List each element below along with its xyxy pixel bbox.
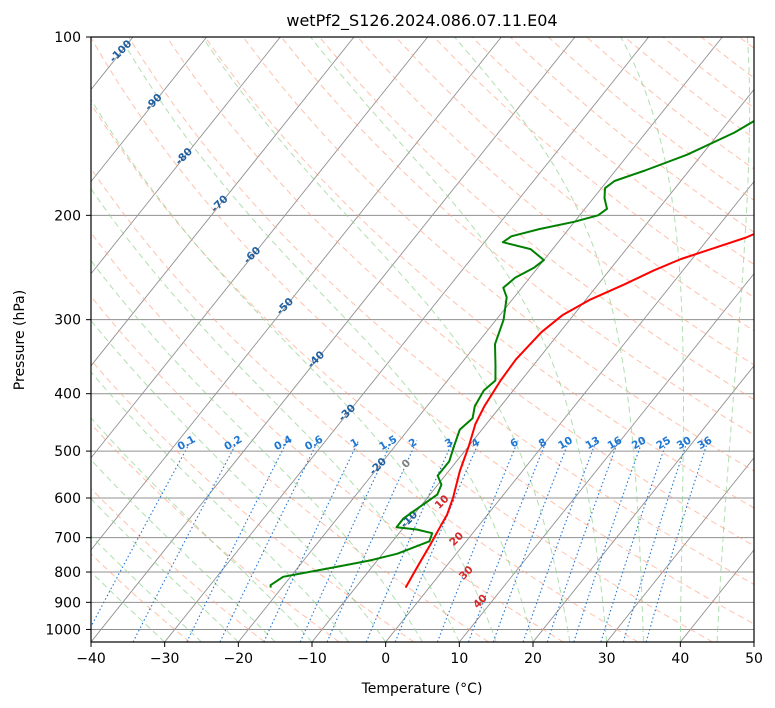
x-tick-label: −20 [224, 651, 254, 667]
dry-adiabat [128, 37, 754, 586]
moist-adiabat [91, 259, 423, 642]
dry-adiabat [91, 167, 639, 642]
moist-adiabat [454, 37, 644, 642]
isotherm-gridline [91, 37, 281, 275]
x-axis: −40 −30 −20 −10 0 10 20 30 40 50 [76, 642, 763, 667]
isotherm-gridline [606, 457, 754, 642]
moist-adiabat [91, 187, 460, 642]
isotherm-gridline [91, 37, 208, 183]
dry-adiabat [204, 37, 754, 509]
dry-adiabat [91, 37, 754, 625]
isotherm-gridline [91, 37, 502, 551]
background-lines [91, 37, 754, 642]
dry-adiabat [166, 37, 754, 547]
y-axis: 100 200 300 400 500 600 700 800 900 1000 [45, 30, 91, 638]
y-tick-label: 1000 [45, 622, 81, 638]
mixing-ratio-line [492, 440, 570, 642]
mixing-ratio-line [546, 440, 619, 642]
mixing-ratio-line [299, 440, 393, 642]
y-tick-label: 100 [54, 30, 81, 46]
dewpoint-profile [269, 119, 754, 588]
mixing-ratio-line [186, 440, 288, 642]
moist-adiabat [91, 498, 239, 642]
dry-adiabat [91, 553, 191, 642]
dry-adiabat [319, 37, 754, 401]
y-tick-label: 400 [54, 387, 81, 403]
mixing-ratio-line [622, 440, 688, 642]
plot-frame [90, 36, 755, 643]
moist-adiabat [716, 37, 751, 642]
dry-adiabat [91, 103, 713, 642]
moist-adiabat [91, 319, 387, 642]
dry-adiabat [91, 231, 564, 642]
x-tick-label: 50 [745, 651, 763, 667]
x-tick-label: 40 [671, 651, 689, 667]
mixing-ratio-line [91, 440, 192, 628]
y-tick-label: 500 [54, 444, 81, 460]
y-tick-label: 900 [54, 595, 81, 611]
moist-adiabat [310, 37, 608, 642]
y-tick-label: 700 [54, 531, 81, 547]
moist-adiabat [91, 571, 166, 642]
x-tick-label: 0 [381, 651, 390, 667]
moist-adiabat [91, 98, 497, 642]
y-axis-title: Pressure (hPa) [12, 290, 28, 390]
dry-adiabat [91, 359, 415, 642]
dry-adiabat [91, 295, 489, 642]
x-tick-label: 10 [450, 651, 468, 667]
mixing-ratio-line [645, 440, 709, 642]
isotherm-gridline [532, 365, 754, 642]
isotherm-gridline [91, 37, 429, 459]
isotherm-gridline [237, 37, 723, 642]
mixing-ratio-line [394, 440, 480, 642]
isotherm-gridline [164, 37, 650, 642]
moist-adiabat [202, 37, 571, 642]
x-tick-label: 20 [524, 651, 542, 667]
mixing-ratio-line [365, 440, 454, 642]
y-tick-label: 600 [54, 491, 81, 507]
dry-adiabat [395, 37, 754, 332]
x-axis-title: Temperature (°C) [361, 681, 483, 697]
y-tick-label: 200 [54, 208, 81, 224]
y-tick-label: 300 [54, 313, 81, 329]
mixing-ratio-line [522, 440, 597, 642]
y-tick-label: 800 [54, 565, 81, 581]
isotherm-gridline [458, 272, 754, 642]
x-tick-label: −10 [297, 651, 327, 667]
isotherm-gridline [385, 180, 754, 642]
temperature-profile [404, 233, 754, 589]
profile-series [269, 119, 754, 589]
moist-adiabat [91, 371, 350, 642]
chart-title: wetPf2_S126.2024.086.07.11.E04 [286, 11, 557, 31]
moist-adiabat [91, 535, 202, 642]
dry-adiabat [91, 423, 340, 642]
x-tick-label: −40 [76, 651, 106, 667]
isotherm-gridline [91, 37, 355, 367]
x-tick-label: 30 [598, 651, 616, 667]
mixing-ratio-line [219, 440, 319, 642]
moist-adiabat [620, 37, 684, 642]
mixing-ratio-line [600, 440, 668, 642]
mixing-ratio-line [326, 440, 418, 642]
moist-adiabat [91, 459, 276, 642]
x-tick-label: −30 [150, 651, 180, 667]
moist-adiabat [119, 37, 534, 642]
